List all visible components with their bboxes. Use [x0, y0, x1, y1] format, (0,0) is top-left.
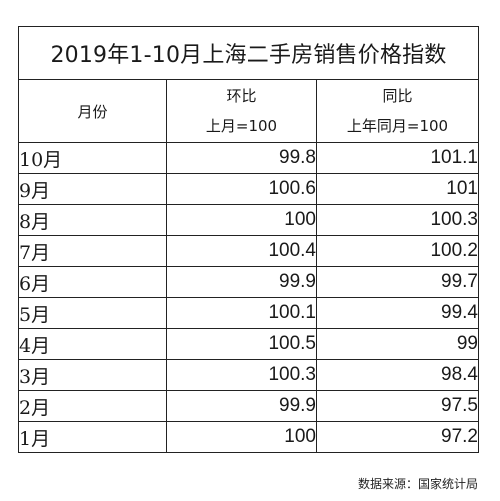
mom-value-cell: 100.3: [166, 359, 317, 391]
yoy-value-cell: 97.2: [316, 421, 479, 453]
mom-value-cell: 99.8: [166, 142, 317, 174]
month-cell: 8月: [18, 204, 167, 236]
month-cell: 6月: [18, 266, 167, 298]
table-row: 10月 99.8 101.1: [18, 142, 479, 174]
header-yoy: 同比 上年同月=100: [316, 79, 479, 143]
table-title: 2019年1-10月上海二手房销售价格指数: [18, 26, 479, 80]
month-cell: 2月: [18, 390, 167, 422]
month-cell: 7月: [18, 235, 167, 267]
mom-value-cell: 100.5: [166, 328, 317, 360]
yoy-value-cell: 99.4: [316, 297, 479, 329]
header-mom-label: 环比: [226, 87, 257, 105]
yoy-value-cell: 100.2: [316, 235, 479, 267]
table-row: 6月 99.9 99.7: [18, 266, 479, 298]
price-index-document: 2019年1-10月上海二手房销售价格指数 月份 环比 上月=100 同比 上年…: [18, 26, 479, 453]
title-row: 2019年1-10月上海二手房销售价格指数: [18, 26, 479, 80]
header-mom-base: 上月=100: [205, 117, 278, 135]
header-yoy-label: 同比: [382, 87, 413, 105]
mom-value-cell: 100.4: [166, 235, 317, 267]
table-row: 1月 100 97.2: [18, 421, 479, 453]
yoy-value-cell: 98.4: [316, 359, 479, 391]
month-cell: 1月: [18, 421, 167, 453]
header-mom: 环比 上月=100: [166, 79, 317, 143]
table-row: 3月 100.3 98.4: [18, 359, 479, 391]
mom-value-cell: 100.1: [166, 297, 317, 329]
table-row: 2月 99.9 97.5: [18, 390, 479, 422]
table-row: 8月 100 100.3: [18, 204, 479, 236]
yoy-value-cell: 101: [316, 173, 479, 205]
table-row: 4月 100.5 99: [18, 328, 479, 360]
month-cell: 3月: [18, 359, 167, 391]
data-source-note: 数据来源：国家统计局: [357, 477, 478, 491]
price-index-table: 2019年1-10月上海二手房销售价格指数 月份 环比 上月=100 同比 上年…: [18, 26, 479, 453]
table-row: 9月 100.6 101: [18, 173, 479, 205]
yoy-value-cell: 99: [316, 328, 479, 360]
mom-value-cell: 100: [166, 421, 317, 453]
mom-value-cell: 99.9: [166, 390, 317, 422]
table-row: 5月 100.1 99.4: [18, 297, 479, 329]
header-month: 月份: [18, 79, 167, 143]
table-row: 7月 100.4 100.2: [18, 235, 479, 267]
yoy-value-cell: 97.5: [316, 390, 479, 422]
yoy-value-cell: 100.3: [316, 204, 479, 236]
header-yoy-base: 上年同月=100: [346, 117, 449, 135]
month-cell: 4月: [18, 328, 167, 360]
mom-value-cell: 100: [166, 204, 317, 236]
mom-value-cell: 99.9: [166, 266, 317, 298]
month-cell: 9月: [18, 173, 167, 205]
month-cell: 5月: [18, 297, 167, 329]
yoy-value-cell: 101.1: [316, 142, 479, 174]
header-row: 月份 环比 上月=100 同比 上年同月=100: [18, 79, 479, 143]
yoy-value-cell: 99.7: [316, 266, 479, 298]
month-cell: 10月: [18, 142, 167, 174]
mom-value-cell: 100.6: [166, 173, 317, 205]
